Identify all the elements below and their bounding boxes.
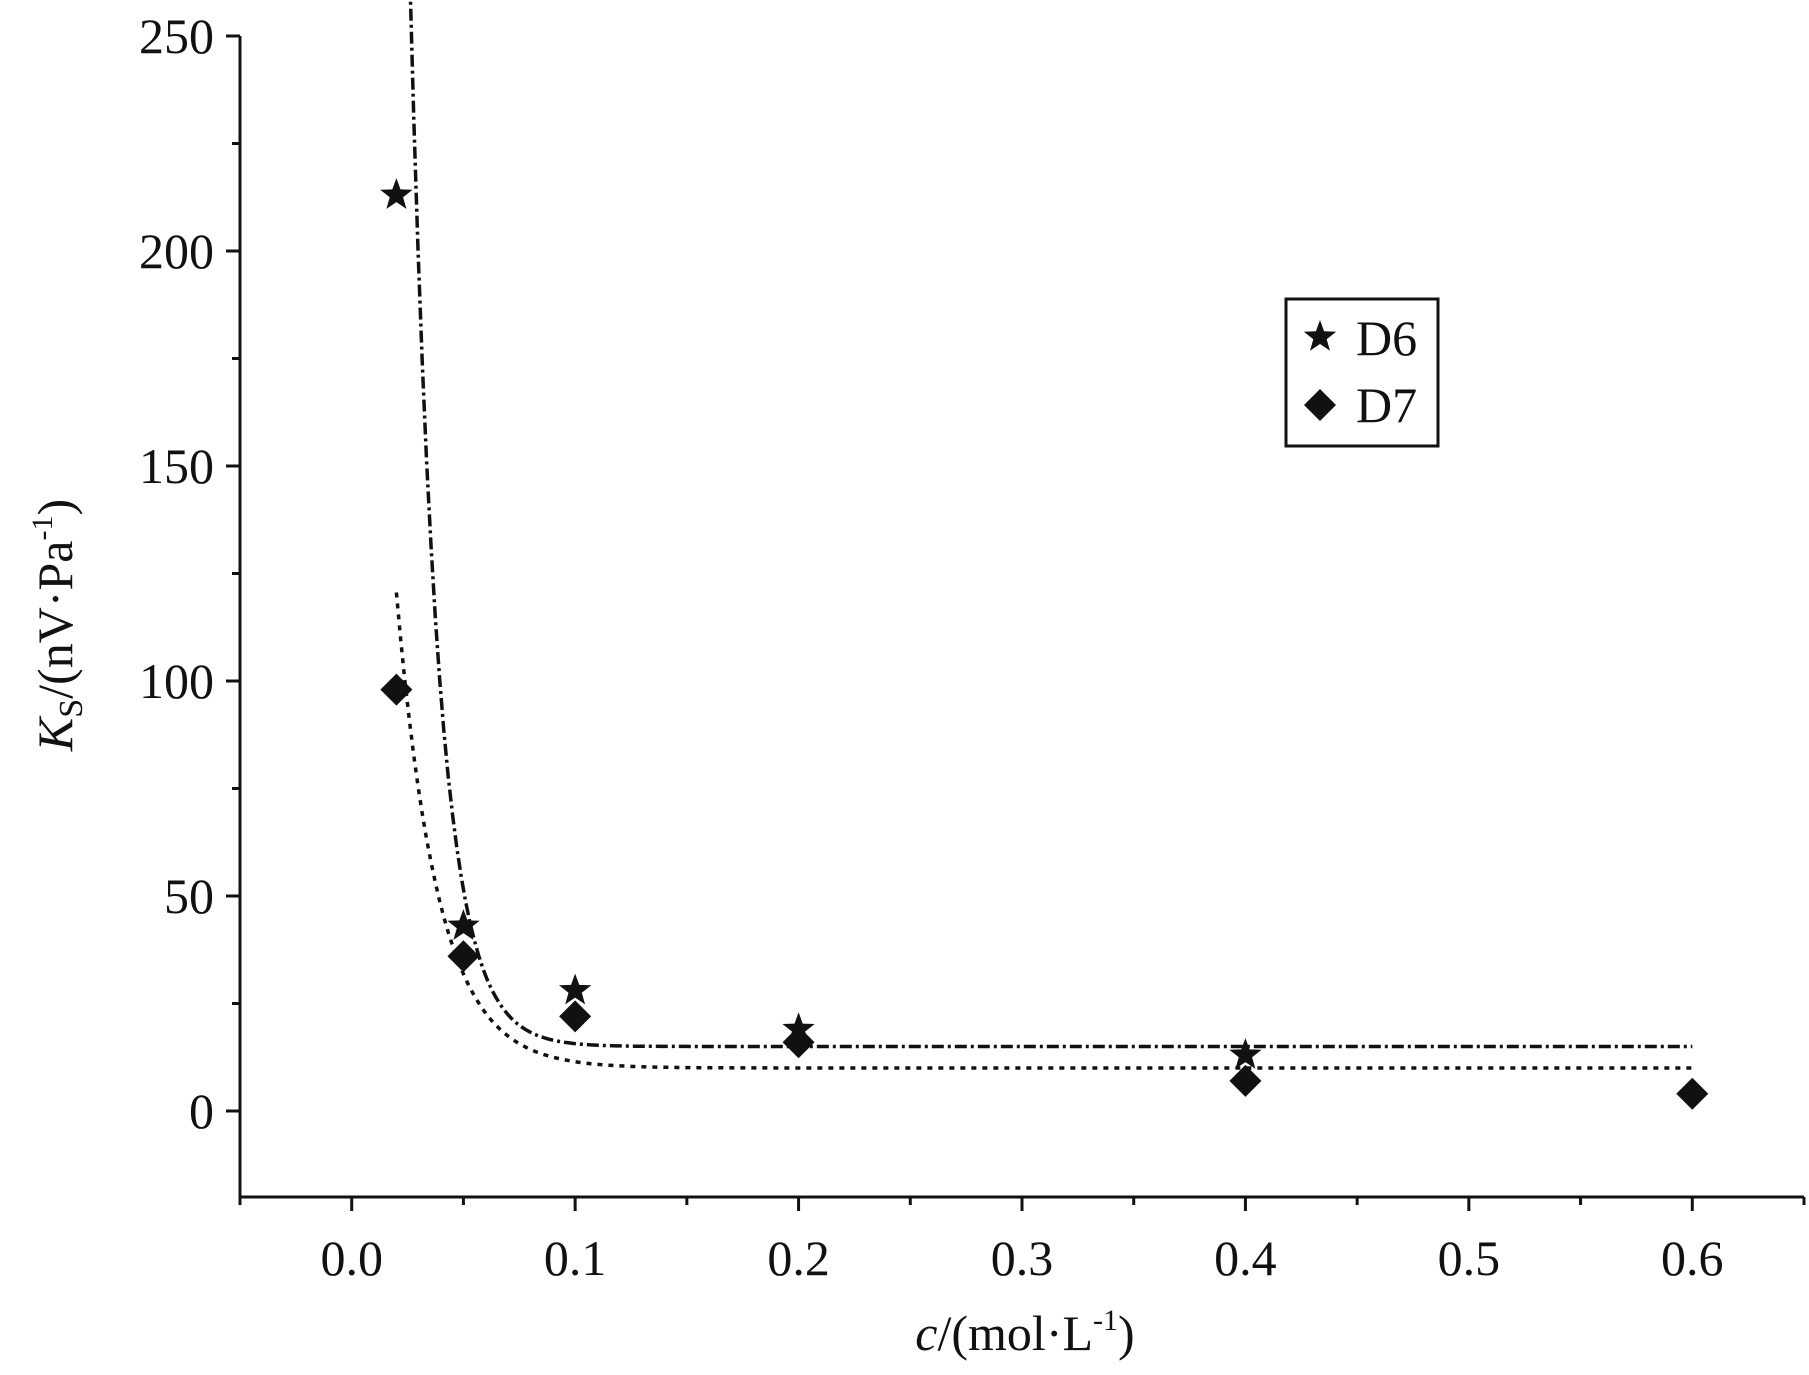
- x-axis-unit-superscript: -1: [1093, 1304, 1118, 1337]
- data-point-diamond: [1676, 1077, 1709, 1110]
- y-tick-label: 200: [139, 223, 214, 279]
- x-tick-label: 0.0: [320, 1230, 383, 1286]
- data-point-star: [1229, 1038, 1262, 1069]
- data-point-diamond: [1229, 1064, 1262, 1097]
- y-tick-label: 50: [164, 868, 214, 924]
- y-axis-title: KS/(nV·Pa-1): [26, 499, 90, 752]
- fit-curves: [394, 0, 1693, 1070]
- y-tick-label: 150: [139, 438, 214, 494]
- data-point-star: [559, 973, 592, 1005]
- y-axis-unit: /(nV·Pa: [27, 541, 83, 699]
- x-tick-label: 0.2: [767, 1230, 830, 1286]
- fit-curve-d7: [394, 592, 1693, 1070]
- x-axis-unit: /(mol·L: [938, 1305, 1094, 1361]
- x-tick-label: 0.5: [1438, 1230, 1501, 1286]
- fit-curve-d6: [408, 0, 1693, 1049]
- legend-label-d7: D7: [1356, 377, 1417, 433]
- data-point-diamond: [447, 940, 480, 973]
- x-axis-title: c/(mol·L-1): [915, 1304, 1134, 1361]
- legend-box: [1284, 297, 1440, 448]
- data-point-star: [447, 909, 480, 940]
- data-point-star: [380, 178, 413, 209]
- data-point-diamond: [782, 1026, 815, 1059]
- legend-label-d6: D6: [1356, 310, 1417, 366]
- x-axis-var: c: [915, 1305, 937, 1361]
- y-tick-label: 250: [139, 8, 214, 64]
- y-axis-subscript: S: [53, 699, 90, 718]
- legend: D6 D7: [1284, 297, 1440, 448]
- x-tick-label: 0.1: [544, 1230, 607, 1286]
- data-markers: [380, 178, 1709, 1110]
- axes: 0.0 0.1 0.2 0.3 0.4 0.5 0.6 0 50 100 150 200 250: [139, 8, 1806, 1286]
- y-tick-label: 0: [189, 1083, 214, 1139]
- x-tick-label: 0.3: [991, 1230, 1054, 1286]
- data-point-diamond: [380, 673, 413, 706]
- y-axis-var: K: [27, 715, 83, 752]
- y-tick-label: 100: [139, 653, 214, 709]
- x-axis-unit-close: ): [1118, 1305, 1135, 1361]
- legend-diamond-icon: [1304, 389, 1336, 421]
- data-point-diamond: [559, 1000, 592, 1033]
- x-tick-label: 0.6: [1661, 1230, 1724, 1286]
- x-tick-label: 0.4: [1214, 1230, 1277, 1286]
- legend-star-icon: [1303, 320, 1337, 351]
- y-axis-unit-superscript: -1: [26, 516, 59, 541]
- y-axis-unit-close: ): [27, 499, 83, 516]
